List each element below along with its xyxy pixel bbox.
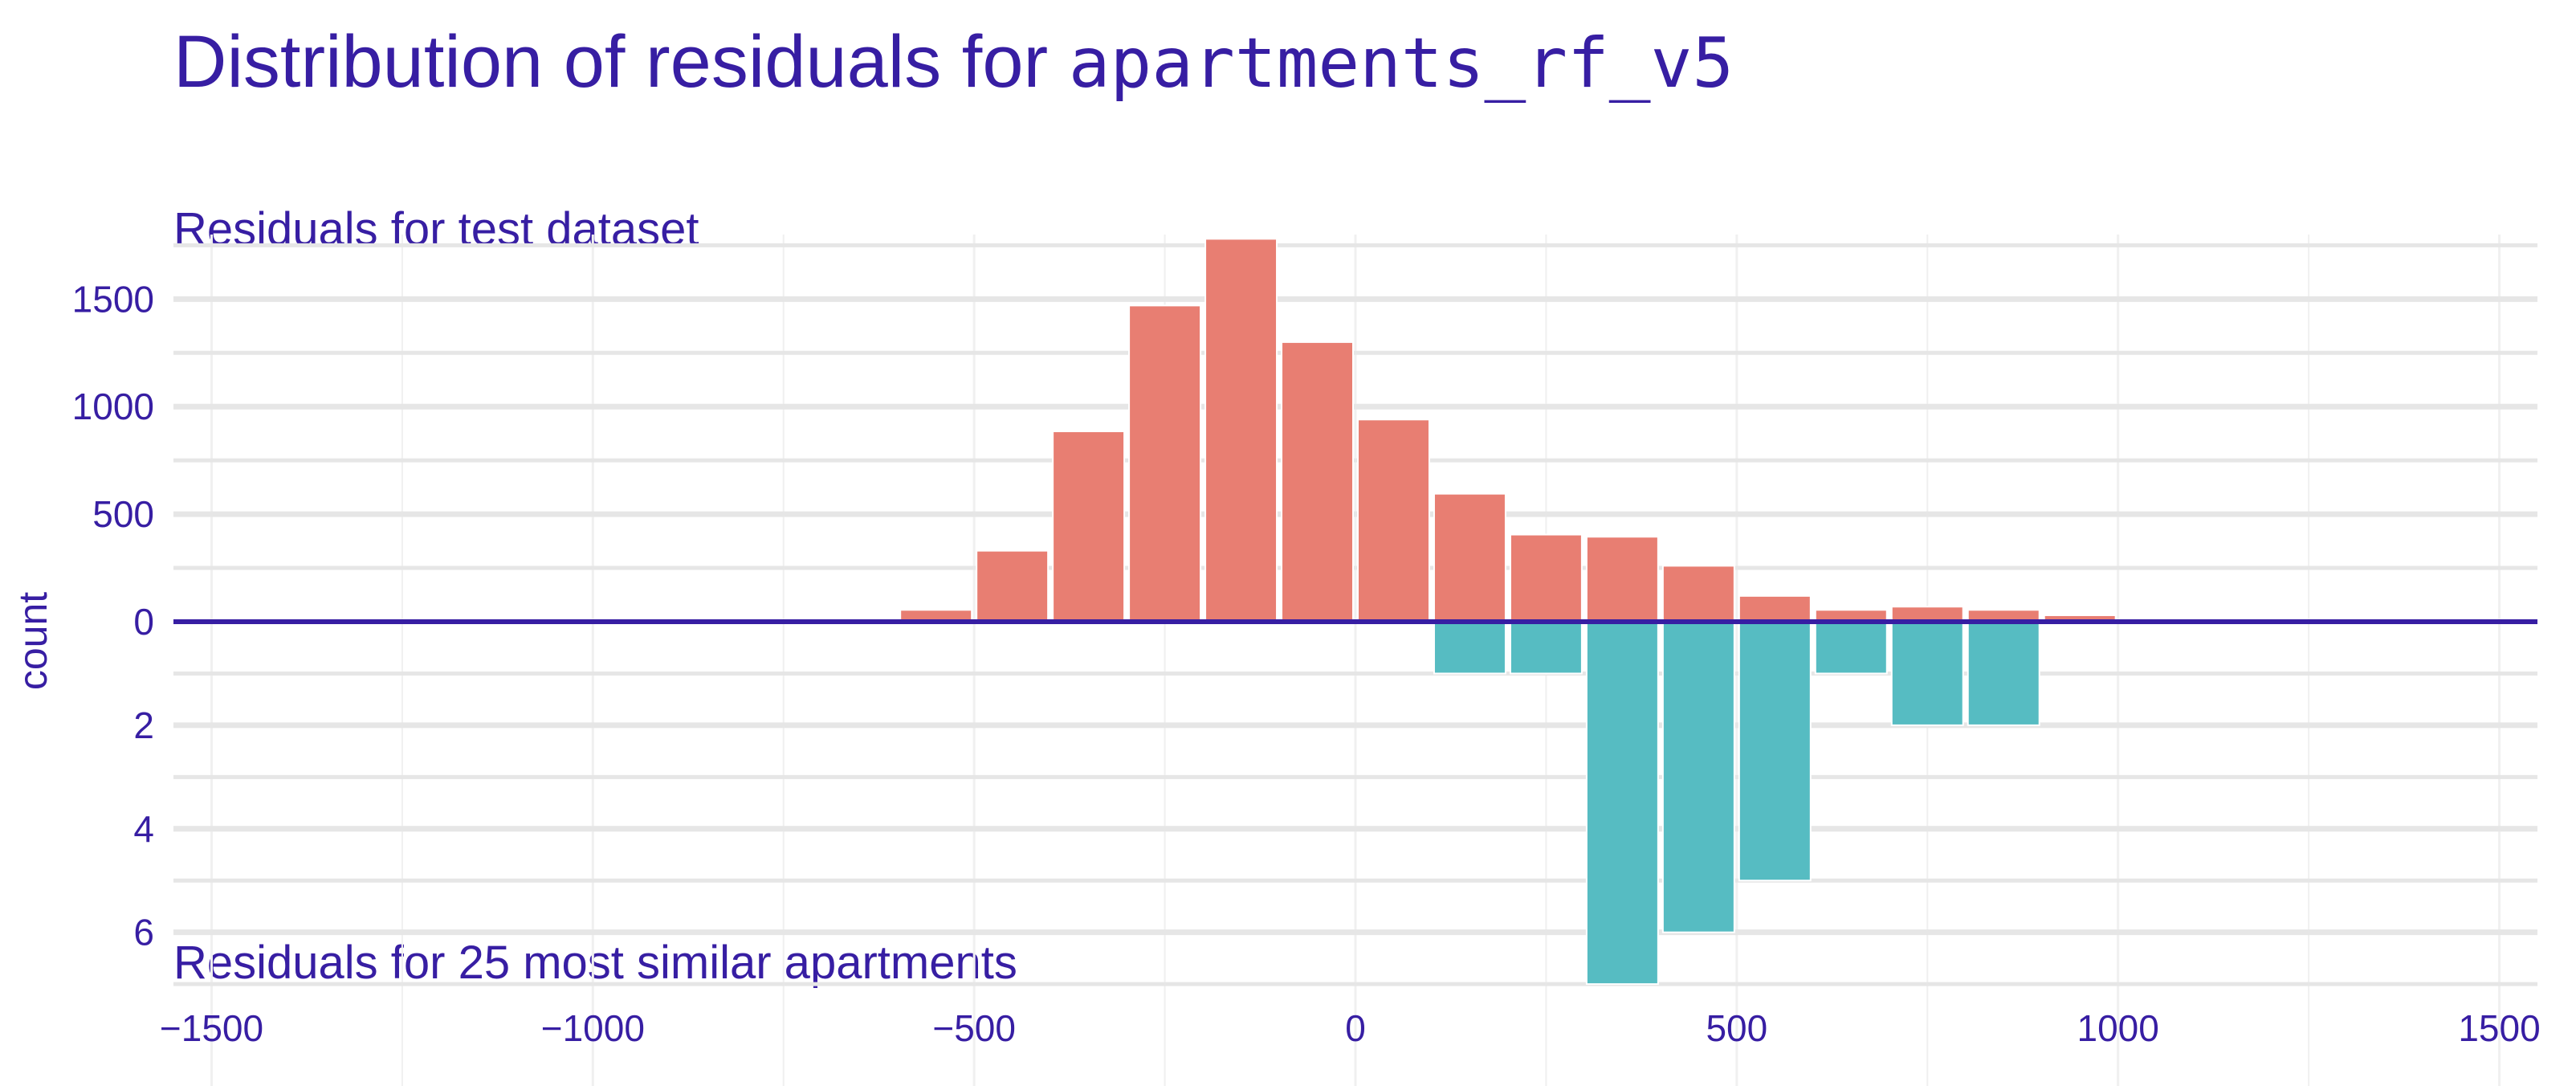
bottom-histogram-bar <box>1509 621 1583 675</box>
bottom-histogram-bar <box>1814 621 1888 675</box>
bottom-y-tick-label: 4 <box>133 808 154 850</box>
top-histogram-bar <box>1128 304 1202 623</box>
top-panel-label: Residuals for test dataset <box>173 203 699 255</box>
top-histogram-bar <box>1357 418 1430 623</box>
y-tick-labels: 0 500 1000 1500 2 4 6 <box>72 278 154 953</box>
bottom-histogram-bar <box>1890 621 1964 726</box>
bottom-panel-label: Residuals for 25 most similar apartments <box>173 937 1017 989</box>
bottom-y-tick-label: 6 <box>133 912 154 953</box>
top-histogram-bar <box>976 549 1050 623</box>
bottom-histogram-bar <box>1433 621 1506 675</box>
top-y-tick-label: 1500 <box>72 278 154 320</box>
bottom-histogram-bar <box>1967 621 2040 726</box>
x-tick-label: 0 <box>1345 1007 1366 1049</box>
bottom-y-tick-label: 2 <box>133 704 154 746</box>
bottom-histogram-bar <box>1661 621 1735 933</box>
x-tick-label: 500 <box>1706 1007 1767 1049</box>
bottom-histogram-bar <box>1738 621 1812 882</box>
grid-lines <box>173 235 2537 1086</box>
top-histogram-bar <box>1204 238 1278 623</box>
chart-title: Distribution of residuals for apartments… <box>173 21 1734 104</box>
histogram-bars <box>899 238 2117 986</box>
bottom-histogram-bar <box>1585 621 1659 986</box>
x-tick-label: 1000 <box>2077 1007 2159 1049</box>
top-histogram-bar <box>1509 533 1583 623</box>
x-tick-label: −1500 <box>160 1007 263 1049</box>
top-y-tick-label: 0 <box>133 601 154 643</box>
y-axis-label: count <box>10 592 55 690</box>
x-tick-label: 1500 <box>2458 1007 2540 1049</box>
chart-title-prefix: Distribution of residuals for <box>173 21 1069 103</box>
top-histogram-bar <box>1585 536 1659 623</box>
top-histogram-bar <box>1281 341 1354 623</box>
top-y-tick-label: 1000 <box>72 386 154 427</box>
top-histogram-bar <box>1661 565 1735 623</box>
chart-title-model: apartments_rf_v5 <box>1069 23 1734 104</box>
top-y-tick-label: 500 <box>92 493 154 535</box>
top-histogram-bar <box>1738 594 1812 623</box>
x-tick-label: −500 <box>932 1007 1016 1049</box>
top-histogram-bar <box>1052 431 1126 623</box>
x-tick-labels: −1500 −1000 −500 0 500 1000 1500 <box>160 1007 2541 1049</box>
x-tick-label: −1000 <box>541 1007 645 1049</box>
top-histogram-bar <box>1433 492 1506 623</box>
